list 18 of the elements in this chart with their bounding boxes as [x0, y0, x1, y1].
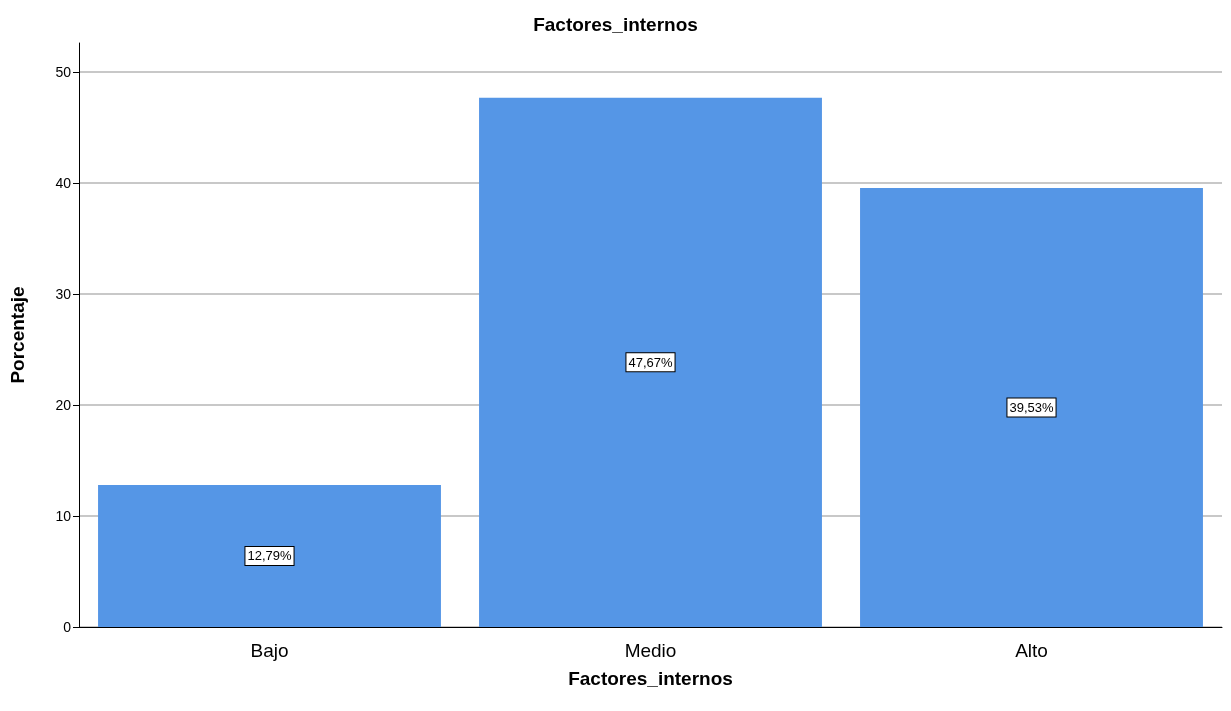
x-tick-label: Bajo [250, 640, 289, 661]
y-tick-label: 30 [55, 285, 72, 302]
y-tick-label: 10 [55, 507, 72, 524]
chart-title: Factores_internos [533, 14, 698, 35]
y-axis-title: Porcentaje [7, 286, 28, 384]
bar [860, 188, 1203, 627]
x-tick-label: Medio [624, 640, 677, 661]
y-tick-label: 20 [55, 396, 72, 413]
data-label: 47,67% [628, 354, 673, 370]
bar [479, 97, 822, 627]
x-axis-title: Factores_internos [568, 668, 733, 689]
y-tick-label: 0 [63, 619, 72, 635]
bar [98, 485, 441, 627]
data-label: 12,79% [247, 548, 292, 564]
data-label: 39,53% [1009, 400, 1054, 416]
y-tick-label: 40 [55, 174, 72, 191]
y-tick-label: 50 [55, 63, 72, 80]
x-tick-label: Alto [1015, 640, 1048, 661]
